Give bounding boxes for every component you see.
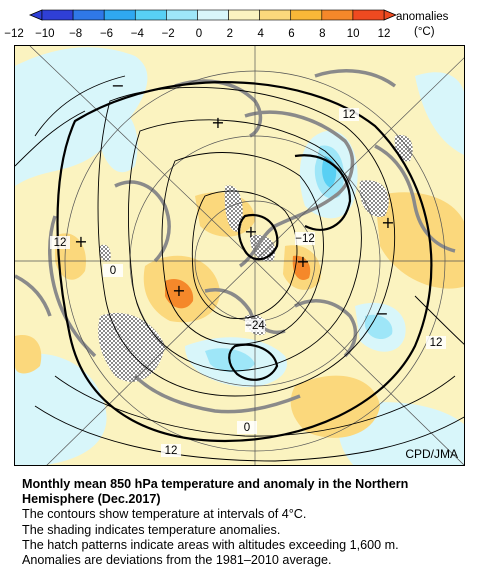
source-credit: CPD/JMA <box>405 447 458 461</box>
contour-label: −12 <box>295 233 315 245</box>
colorbar-ticks: −12 −10 −8 −6 −4 −2 0 2 4 6 8 10 12 <box>4 28 390 40</box>
contour-label: −24 <box>245 320 265 332</box>
colorbar-tick-label: 10 <box>347 28 360 40</box>
contour-label-bg <box>295 232 315 245</box>
contour-label-bg <box>245 319 265 332</box>
contour-label: 12 <box>343 109 356 121</box>
colorbar-left-arrow <box>28 9 43 21</box>
colorbar-tick-label: −6 <box>100 28 113 40</box>
contour-label-bg <box>103 264 123 277</box>
colorbar-segment <box>228 9 260 21</box>
contour-label: 12 <box>430 337 443 349</box>
colorbar-segment <box>166 9 198 21</box>
colorbar-segment <box>72 9 105 21</box>
colorbar-tick-label: −2 <box>162 28 175 40</box>
positive-anomaly-marker: + <box>381 213 394 232</box>
anomaly-colorbar: −12 −10 −8 −6 −4 −2 0 2 4 6 8 10 12 <box>4 9 398 40</box>
colorbar-tick-label: 4 <box>257 28 264 40</box>
caption-line: Anomalies are deviations from the 1981–2… <box>22 553 332 568</box>
contour-label: 12 <box>165 445 178 457</box>
figure-caption: Monthly mean 850 hPa temperature and ano… <box>22 477 474 568</box>
colorbar-segment <box>290 9 323 21</box>
positive-anomaly-marker: + <box>172 281 185 300</box>
contour-label-bg <box>339 108 359 121</box>
caption-line: The shading indicates temperature anomal… <box>22 522 281 537</box>
negative-anomaly-marker: − <box>111 76 124 95</box>
colorbar-tick-label: 8 <box>319 28 325 40</box>
colorbar-right-arrow <box>383 9 398 21</box>
polar-stereographic-map: 12 12 12 12 0 0 −12 −24 + + + + + + − − CPD/JMA <box>14 45 465 466</box>
legend-unit: (°C) <box>414 26 435 38</box>
contour-label: 0 <box>110 265 116 277</box>
positive-anomaly-marker: + <box>211 113 224 132</box>
anomaly-markers: + + + + + + − − <box>74 76 394 323</box>
contour-label: 0 <box>244 422 250 434</box>
caption-line: The hatch patterns indicate areas with a… <box>22 537 399 552</box>
positive-anomaly-marker: + <box>296 252 309 271</box>
colorbar-segment <box>134 9 167 21</box>
negative-anomaly-marker: − <box>375 304 388 323</box>
colorbar-tick-label: −4 <box>131 28 145 40</box>
colorbar-segments <box>28 9 398 21</box>
colorbar-tick-label: −10 <box>35 28 55 40</box>
colorbar-tick-label: 2 <box>227 28 233 40</box>
map-canvas: 12 12 12 12 0 0 −12 −24 + + + + + + − − <box>15 46 464 465</box>
colorbar-segment <box>259 9 292 21</box>
positive-anomaly-marker: + <box>244 222 257 241</box>
colorbar-segment <box>352 9 385 21</box>
colorbar-tick-label: 12 <box>378 28 391 40</box>
negative-anomaly-shading <box>15 47 464 465</box>
positive-anomaly-marker: + <box>74 232 87 251</box>
caption-line: The contours show temperature at interva… <box>22 507 307 522</box>
colorbar-tick-label: −8 <box>69 28 82 40</box>
contour-labels: 12 12 12 12 0 0 −12 −24 <box>50 108 446 457</box>
colorbar-segment <box>197 9 229 21</box>
temperature-contours-thin <box>15 75 464 462</box>
contour-label-bg <box>237 421 257 434</box>
contour-label-bg <box>50 236 70 249</box>
caption-title: Monthly mean 850 hPa temperature and ano… <box>22 477 409 507</box>
contour-label: 12 <box>54 237 67 249</box>
colorbar-segment <box>41 9 74 21</box>
colorbar-tick-label: 0 <box>196 28 202 40</box>
colorbar-segment <box>103 9 136 21</box>
colorbar-tick-label: 6 <box>288 28 294 40</box>
contour-label-bg <box>161 444 181 457</box>
colorbar-segment <box>321 9 354 21</box>
legend-title: anomalies <box>396 11 449 23</box>
contour-label-bg <box>426 336 446 349</box>
colorbar-tick-label: −12 <box>4 28 24 40</box>
temperature-contours-bold <box>56 81 433 443</box>
